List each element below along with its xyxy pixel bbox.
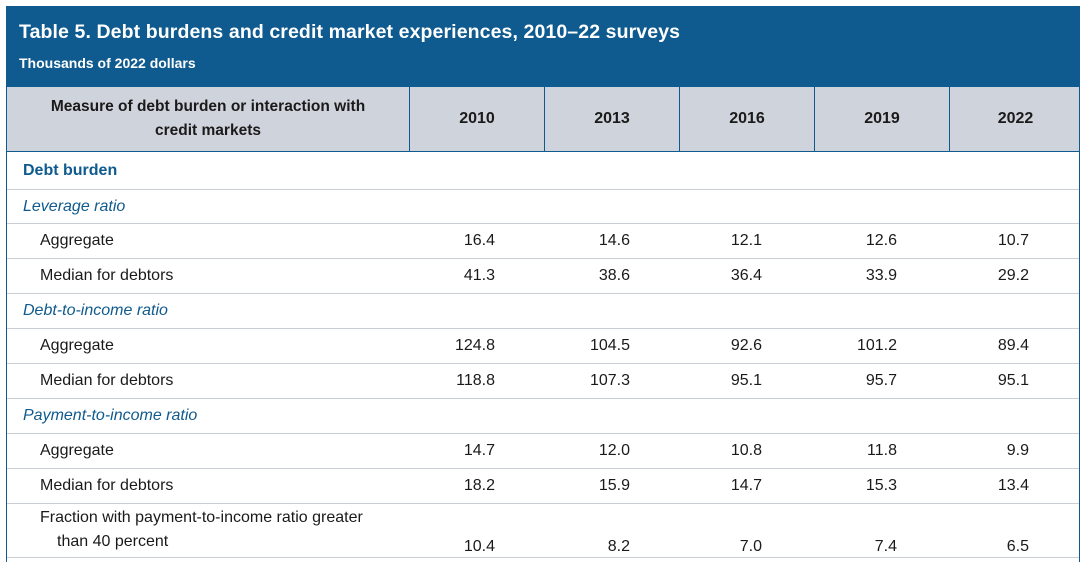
value-cell-2013: 107.3: [589, 372, 630, 389]
value-cell-2013: 14.6: [598, 232, 630, 249]
value-cell-2022: 6.5: [1006, 538, 1029, 555]
table-row: Aggregate 16.4 14.6 12.1 12.6 10.7: [7, 224, 1079, 259]
value-cell-2010: 14.7: [463, 442, 495, 459]
value-cell-2016: 92.6: [730, 337, 762, 354]
value-cell-2019: 101.2: [856, 337, 897, 354]
group-row: Leverage ratio: [7, 190, 1079, 224]
table-row: Median for debtors 118.8 107.3 95.1 95.7 95.1: [7, 364, 1079, 399]
value-cell-2010: 16.4: [463, 232, 495, 249]
row-label: Aggregate: [40, 442, 114, 459]
value-cell-2019: 33.9: [865, 267, 897, 284]
value-cell-2016: 7.0: [739, 538, 762, 555]
value-cell-2013: 8.2: [607, 538, 630, 555]
value-cell-2022: 95.1: [997, 372, 1029, 389]
header-year-2013: 2013: [594, 110, 630, 127]
value-cell-2013: 38.6: [598, 267, 630, 284]
row-label: Median for debtors: [40, 267, 174, 284]
header-year-2019: 2019: [864, 110, 900, 127]
row-label-text: Fraction with payment-to-income ratio gr…: [40, 509, 363, 550]
row-label: Aggregate: [40, 337, 114, 354]
group-label: Debt-to-income ratio: [23, 302, 168, 319]
value-cell-2022: 29.2: [997, 267, 1029, 284]
table-title: Table 5. Debt burdens and credit market …: [19, 21, 681, 43]
table-header: Measure of debt burden or interaction wi…: [7, 86, 1079, 152]
value-cell-2019: 11.8: [867, 442, 897, 459]
value-cell-2010: 124.8: [454, 337, 495, 354]
value-cell-2016: 10.8: [730, 442, 762, 459]
title-bar: Table 5. Debt burdens and credit market …: [7, 6, 1079, 86]
value-cell-2013: 104.5: [589, 337, 630, 354]
value-cell-2013: 15.9: [598, 477, 630, 494]
group-label: Payment-to-income ratio: [23, 407, 198, 424]
header-year-2010: 2010: [459, 110, 495, 127]
header-year-2016: 2016: [729, 110, 765, 127]
header-divider: [814, 87, 815, 151]
value-cell-2010: 10.4: [463, 538, 495, 555]
table-row: Fraction with payment-to-income ratio gr…: [7, 504, 1079, 558]
value-cell-2019: 12.6: [865, 232, 897, 249]
value-cell-2022: 89.4: [997, 337, 1029, 354]
value-cell-2016: 36.4: [730, 267, 762, 284]
value-cell-2010: 41.3: [463, 267, 495, 284]
value-cell-2016: 14.7: [730, 477, 762, 494]
row-label: Median for debtors: [40, 372, 174, 389]
group-label: Leverage ratio: [23, 197, 126, 215]
row-label: Fraction with payment-to-income ratio gr…: [7, 504, 387, 557]
header-year-2022: 2022: [997, 110, 1034, 127]
table-subtitle: Thousands of 2022 dollars: [19, 55, 196, 71]
section-row: Debt burden: [7, 152, 1079, 190]
header-divider: [949, 87, 950, 151]
table-row: Aggregate 124.8 104.5 92.6 101.2 89.4: [7, 329, 1079, 364]
table-frame: Table 5. Debt burdens and credit market …: [6, 6, 1080, 562]
value-cell-2016: 95.1: [730, 372, 762, 389]
header-divider: [679, 87, 680, 151]
value-cell-2019: 7.4: [874, 538, 897, 555]
value-cell-2013: 12.0: [598, 442, 630, 459]
table-row: Aggregate 14.7 12.0 10.8 11.8 9.9: [7, 434, 1079, 469]
value-cell-2016: 12.1: [730, 232, 762, 249]
row-label: Median for debtors: [40, 477, 174, 494]
value-cell-2019: 95.7: [865, 372, 897, 389]
group-row: Payment-to-income ratio: [7, 399, 1079, 434]
value-cell-2010: 18.2: [463, 477, 495, 494]
row-label: Aggregate: [40, 232, 114, 249]
header-divider: [409, 87, 410, 151]
group-row: Debt-to-income ratio: [7, 294, 1079, 329]
value-cell-2022: 13.4: [997, 477, 1029, 494]
header-measure: Measure of debt burden or interaction wi…: [50, 98, 366, 139]
table-row: Median for debtors 41.3 38.6 36.4 33.9 29.2: [7, 259, 1079, 294]
table-row: Median for debtors 18.2 15.9 14.7 15.3 13.4: [7, 469, 1079, 504]
section-label: Debt burden: [23, 161, 118, 179]
value-cell-2019: 15.3: [865, 477, 897, 494]
header-divider: [544, 87, 545, 151]
value-cell-2010: 118.8: [456, 372, 495, 389]
value-cell-2022: 9.9: [1006, 442, 1029, 459]
value-cell-2022: 10.7: [997, 232, 1029, 249]
